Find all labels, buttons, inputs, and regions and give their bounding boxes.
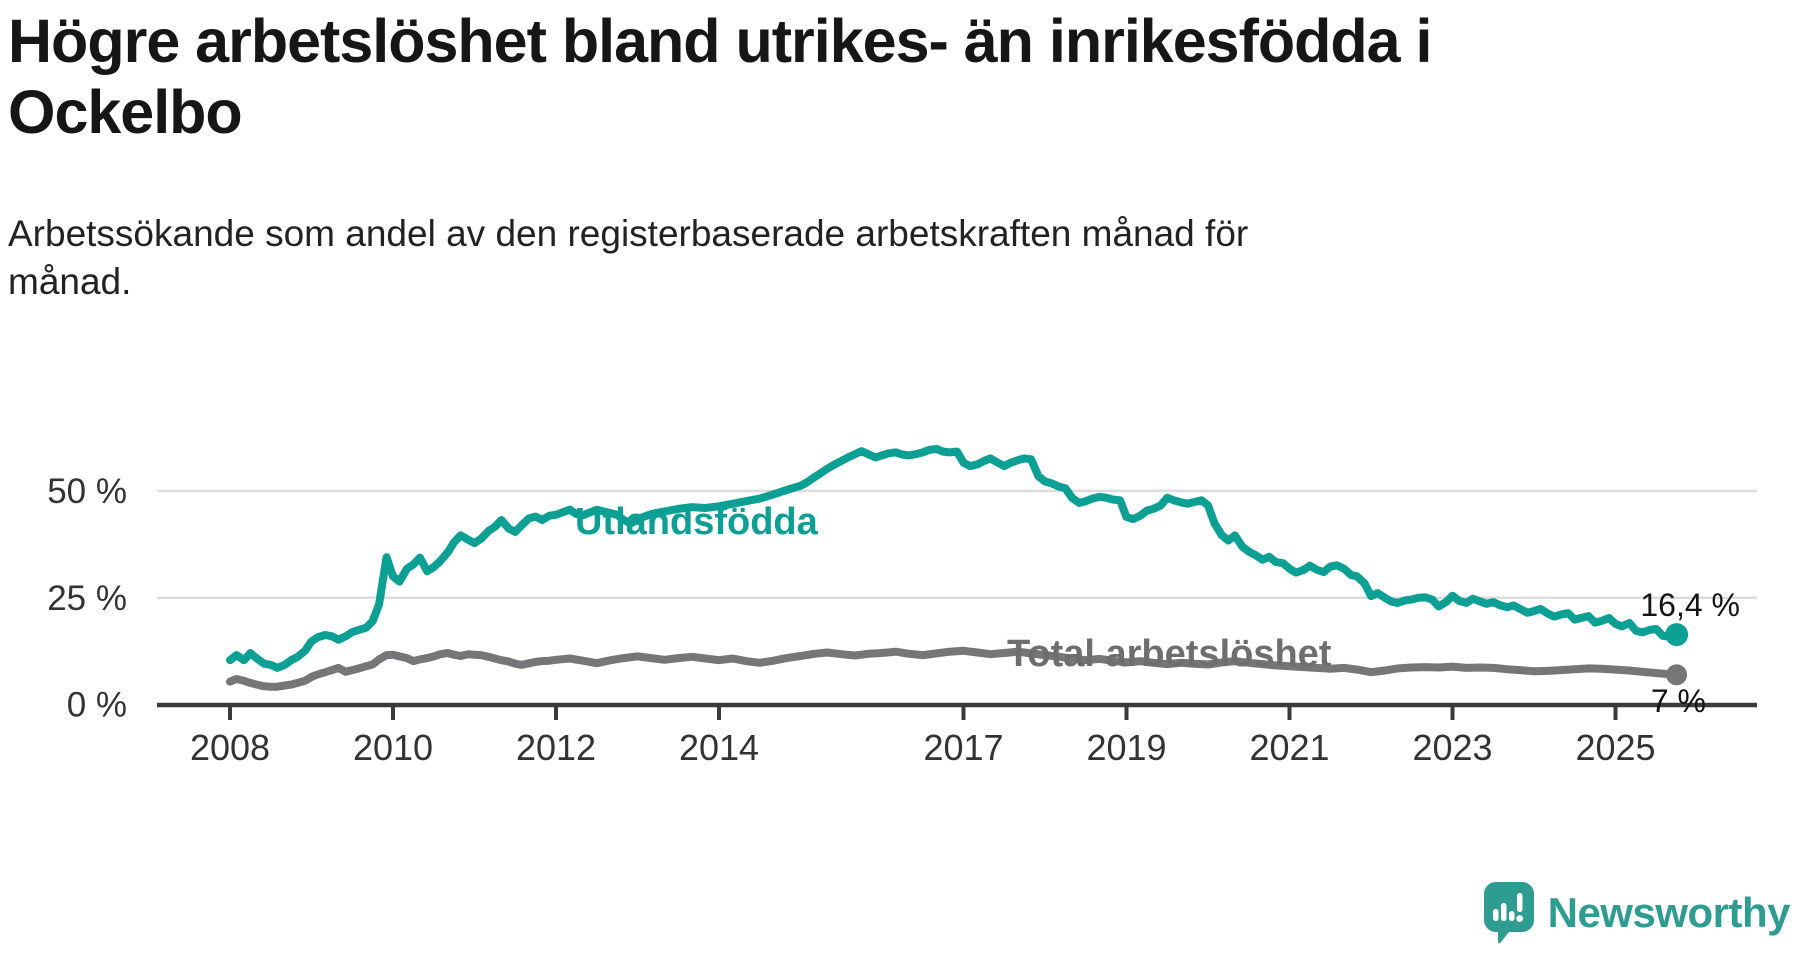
bar-icon-medium bbox=[1508, 911, 1515, 921]
chart-subtitle-line2: månad. bbox=[8, 261, 132, 302]
exclamation-stem-icon bbox=[1516, 893, 1523, 912]
bar-icon-tall bbox=[1500, 903, 1507, 921]
x-tick-label-2023: 2023 bbox=[1412, 727, 1492, 768]
x-tick-label-2021: 2021 bbox=[1249, 727, 1329, 768]
x-tick-label-2012: 2012 bbox=[516, 727, 596, 768]
chart-subtitle-line1: Arbetssökande som andel av den registerb… bbox=[8, 213, 1249, 254]
bar-icon-short bbox=[1492, 909, 1499, 921]
newsworthy-logo-text: Newsworthy bbox=[1547, 889, 1791, 936]
exclamation-dot-icon bbox=[1515, 915, 1523, 922]
foreign-born-end-dot bbox=[1665, 623, 1689, 647]
newsworthy-logo: Newsworthy bbox=[1483, 882, 1791, 944]
y-tick-label-50: 50 % bbox=[47, 472, 127, 511]
total-unemployment-end-dot bbox=[1666, 664, 1688, 686]
foreign-born-series-label: Utlandsfödda bbox=[575, 501, 819, 543]
total-unemployment-line bbox=[226, 646, 1681, 691]
x-tick-label-2019: 2019 bbox=[1086, 727, 1166, 768]
page-title-line2: Ockelbo bbox=[8, 78, 243, 146]
foreign-born-end-value-label: 16,4 % bbox=[1640, 587, 1740, 623]
x-axis-tick-labels: 2008 2010 2012 2014 2017 2019 2021 2023 2025 bbox=[190, 727, 1656, 768]
x-tick-label-2008: 2008 bbox=[190, 727, 270, 768]
total-series-label: Total arbetslöshet bbox=[1007, 633, 1332, 675]
foreign-born-line bbox=[226, 445, 1681, 672]
x-tick-label-2017: 2017 bbox=[923, 727, 1003, 768]
page-title: Högre arbetslöshet bland utrikes- än inr… bbox=[8, 6, 1748, 148]
newsworthy-logo-icon bbox=[1483, 882, 1534, 944]
gridlines bbox=[157, 489, 1757, 600]
speech-bubble-shape bbox=[1483, 882, 1534, 944]
x-tick-label-2014: 2014 bbox=[679, 727, 759, 768]
chart-subtitle: Arbetssökande som andel av den registerb… bbox=[8, 210, 1508, 306]
x-tick-label-2025: 2025 bbox=[1575, 727, 1655, 768]
x-tick-label-2010: 2010 bbox=[353, 727, 433, 768]
x-axis-ticks bbox=[228, 705, 1618, 720]
y-tick-label-25: 25 % bbox=[47, 579, 127, 618]
total-end-value-label: 7 % bbox=[1651, 683, 1706, 719]
page-title-line1: Högre arbetslöshet bland utrikes- än inr… bbox=[8, 7, 1432, 75]
y-axis-tick-labels: 0 % 25 % 50 % bbox=[47, 472, 127, 725]
y-tick-label-0: 0 % bbox=[67, 686, 127, 725]
